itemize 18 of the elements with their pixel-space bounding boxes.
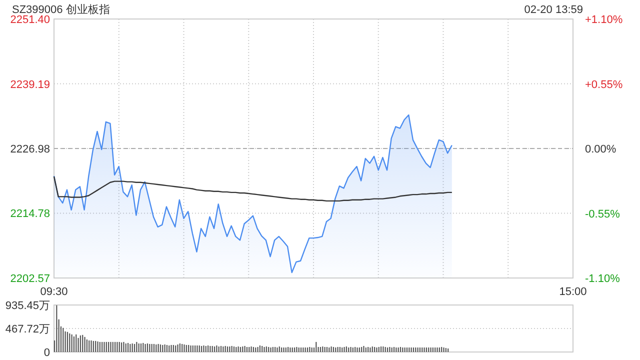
y-tick-label: 0 xyxy=(44,347,50,359)
y-tick-label: 2226.98 xyxy=(10,144,50,156)
y2-tick-label: +1.10% xyxy=(585,14,623,26)
y-tick-label: 467.72万 xyxy=(5,324,50,336)
y-tick-label: 2239.19 xyxy=(10,78,50,91)
y-tick-label: 2251.40 xyxy=(10,14,50,26)
line-series xyxy=(53,176,452,202)
y2-tick-label: 0.00% xyxy=(585,144,616,156)
chart-subtitle: 02-20 13:59 xyxy=(524,4,583,16)
chart-title: SZ399006 创业板指 xyxy=(12,3,110,16)
x-tick-label: 09:30 xyxy=(40,286,68,298)
y2-tick-label: +0.55% xyxy=(585,78,623,91)
y2-tick-label: -0.55% xyxy=(585,208,620,220)
x-tick-label: 15:00 xyxy=(559,286,587,298)
y-tick-label: 2214.78 xyxy=(10,208,50,220)
y2-tick-label: -1.10% xyxy=(585,273,620,285)
y-tick-label: 2202.57 xyxy=(10,273,50,285)
y-tick-label: 935.45万 xyxy=(5,300,50,312)
